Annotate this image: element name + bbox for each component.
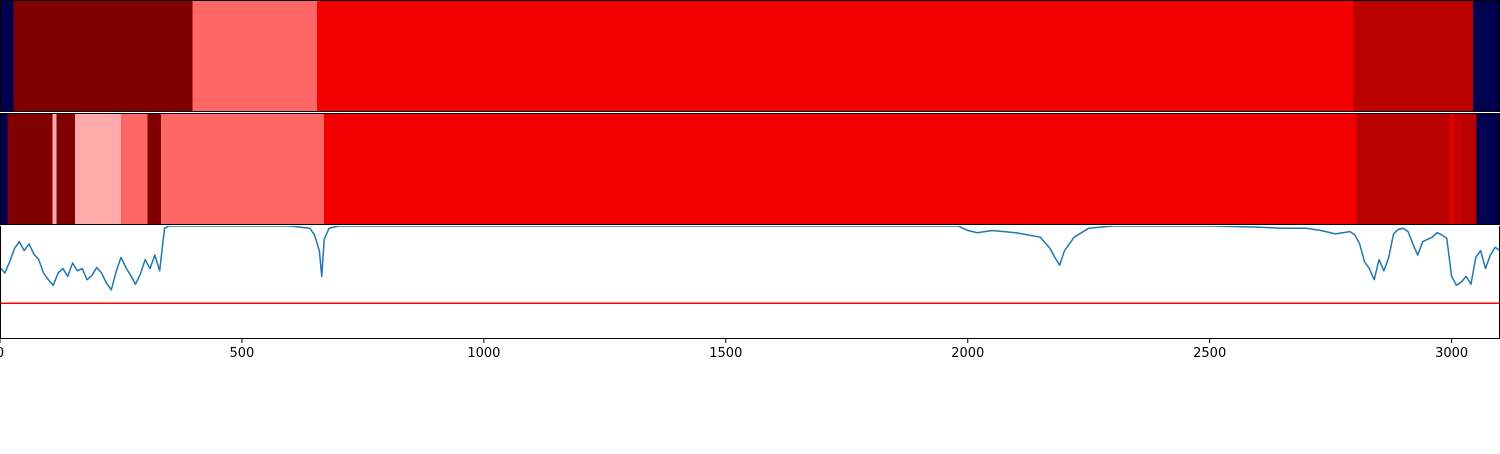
series-line <box>0 226 1500 291</box>
track-1-segment-1 <box>0 0 14 112</box>
track-2-segment-12 <box>1454 113 1458 225</box>
x-tick-label-2500: 2500 <box>1193 346 1226 361</box>
segment-tracks <box>0 0 1500 225</box>
track-2-segment-1 <box>0 113 8 225</box>
track-2-segment-11 <box>1450 113 1455 225</box>
track-2-segment-15 <box>1476 113 1500 225</box>
track-2-segment-7 <box>147 113 162 225</box>
track-1-segment-6 <box>1472 0 1500 112</box>
x-tick-label-0: 0 <box>0 346 4 361</box>
track-2-segment-4 <box>56 113 75 225</box>
track-1-segment-4 <box>316 0 1354 112</box>
track-2-segment-8 <box>161 113 325 225</box>
track-1-segment-3 <box>192 0 317 112</box>
x-axis: 0 500 1000 1500 2000 2500 3000 <box>0 338 1468 361</box>
line-plot <box>0 226 1500 339</box>
x-tick-label-3000: 3000 <box>1435 346 1468 361</box>
x-tick-label-1000: 1000 <box>467 346 500 361</box>
track-2-segment-14 <box>1459 113 1477 225</box>
track-1-segment-2 <box>13 0 193 112</box>
track-2-segment-6 <box>120 113 148 225</box>
track-2-segment-13 <box>1457 113 1460 225</box>
track-2-segment-5 <box>75 113 121 225</box>
segment-track-2 <box>0 113 1500 225</box>
track-2-segment-2 <box>7 113 53 225</box>
x-tick-label-1500: 1500 <box>709 346 742 361</box>
segment-track-1 <box>0 0 1500 112</box>
x-tick-label-2000: 2000 <box>951 346 984 361</box>
track-1-segment-5 <box>1353 0 1473 112</box>
x-tick-label-500: 500 <box>230 346 255 361</box>
track-2-segment-9 <box>324 113 1357 225</box>
track-2-segment-3 <box>52 113 57 225</box>
track-2-segment-10 <box>1356 113 1451 225</box>
